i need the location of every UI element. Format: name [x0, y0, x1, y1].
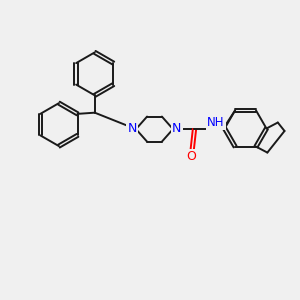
Text: N: N	[172, 122, 182, 135]
Text: N: N	[128, 122, 137, 135]
Text: NH: NH	[207, 116, 225, 129]
Text: O: O	[187, 150, 196, 163]
